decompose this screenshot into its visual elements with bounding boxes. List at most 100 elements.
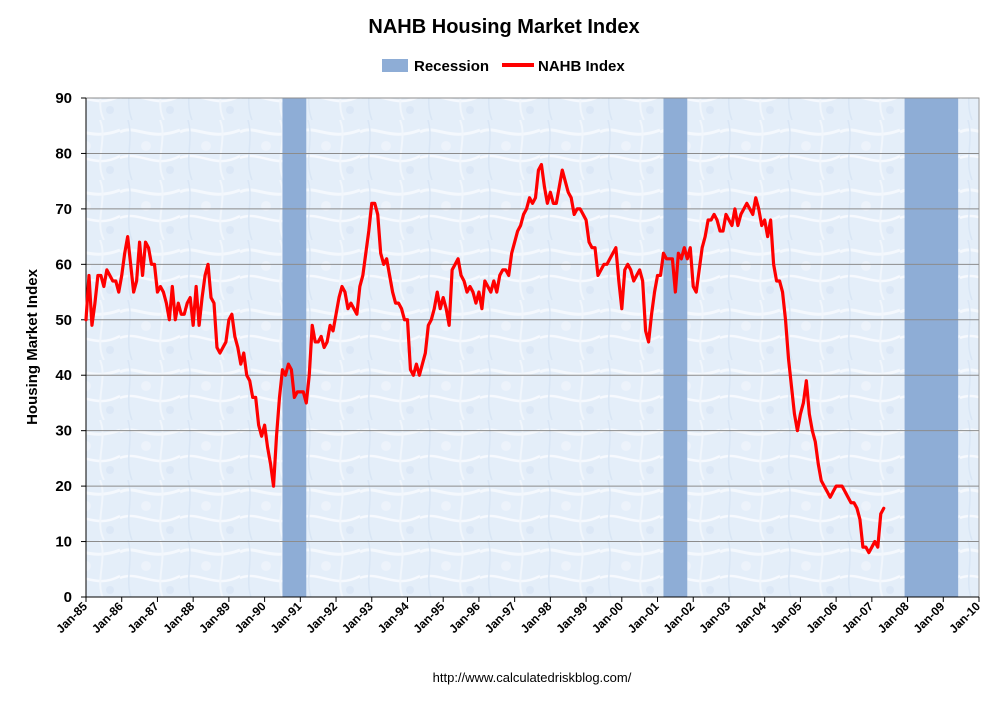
data-point [264,424,266,426]
data-point [716,219,718,221]
data-point [317,341,319,343]
data-point [755,197,757,199]
data-point [653,291,656,293]
data-point [627,263,629,265]
data-point [874,540,876,543]
data-point [758,208,760,210]
data-point [415,363,418,365]
data-point [645,330,647,332]
recession-bands [282,98,959,597]
data-point [141,274,144,277]
data-point [183,313,185,315]
data-point [109,274,111,277]
data-point [850,502,852,504]
data-point [674,291,676,293]
data-point [124,252,126,254]
data-point [424,352,426,354]
data-point [704,236,706,238]
ytick-label: 30 [55,423,72,440]
data-point [540,163,543,166]
data-point [499,274,501,277]
data-point [338,297,340,299]
data-point [817,463,819,465]
data-point [784,319,787,321]
data-point [707,219,709,221]
data-point [519,224,522,227]
data-point [737,224,739,227]
data-point [802,402,804,404]
data-point [841,485,843,487]
data-point [353,308,355,310]
data-point [543,186,546,188]
ytick-label: 10 [55,534,72,551]
data-point [204,274,206,277]
xtick-label: Jan-10 [946,599,983,636]
data-point [820,479,822,482]
data-point [502,269,504,271]
data-point [537,169,540,171]
data-point [484,280,486,282]
xtick-label: Jan-07 [839,599,876,636]
recession-band-2 [663,98,688,597]
data-point [558,186,560,188]
data-point [531,202,534,204]
data-point [698,269,700,271]
data-point [377,213,379,216]
data-point [764,219,766,221]
data-point [710,219,712,221]
data-point [722,230,724,232]
data-point [618,280,620,282]
data-point [677,252,679,254]
xtick-label: Jan-02 [661,599,698,636]
data-point [805,380,807,382]
data-point [787,357,790,360]
data-point [252,396,254,398]
data-point [701,247,703,249]
data-point [237,346,239,349]
data-point [823,485,825,487]
data-point [826,491,828,493]
data-point [332,330,334,332]
xtick-label: Jan-01 [625,599,662,636]
source-url: http://www.calculatedriskblog.com/ [433,670,632,685]
data-point [278,396,281,398]
data-point [433,308,435,310]
xtick-label: Jan-08 [875,599,912,636]
data-point [647,341,650,343]
data-point [460,274,462,277]
data-point [883,507,885,509]
data-point [409,369,412,371]
data-point [323,346,325,349]
plot-area [85,97,980,598]
data-point [615,247,617,249]
data-point [522,213,525,216]
data-point [115,280,117,282]
xtick-label: Jan-86 [89,599,126,636]
data-point [493,280,495,282]
data-point [290,369,292,371]
data-point [272,485,275,487]
xtick-label: Jan-88 [160,599,197,636]
data-point [761,224,763,227]
data-point [594,247,596,249]
data-point [91,324,93,326]
y-axis-label: Housing Market Index [24,268,41,425]
data-point [561,169,563,171]
data-point [389,274,391,277]
data-point [508,274,510,277]
data-point [430,319,432,321]
data-point [341,285,343,288]
data-point [374,202,376,204]
data-point [198,324,200,326]
data-point [246,374,248,376]
data-point [127,236,129,238]
data-point [400,308,403,310]
data-point [588,241,590,243]
data-point [481,308,483,310]
data-point [177,302,179,304]
data-point [642,280,644,282]
data-point [829,496,831,498]
data-point [448,324,450,326]
data-point [180,313,182,315]
data-point [225,341,227,343]
